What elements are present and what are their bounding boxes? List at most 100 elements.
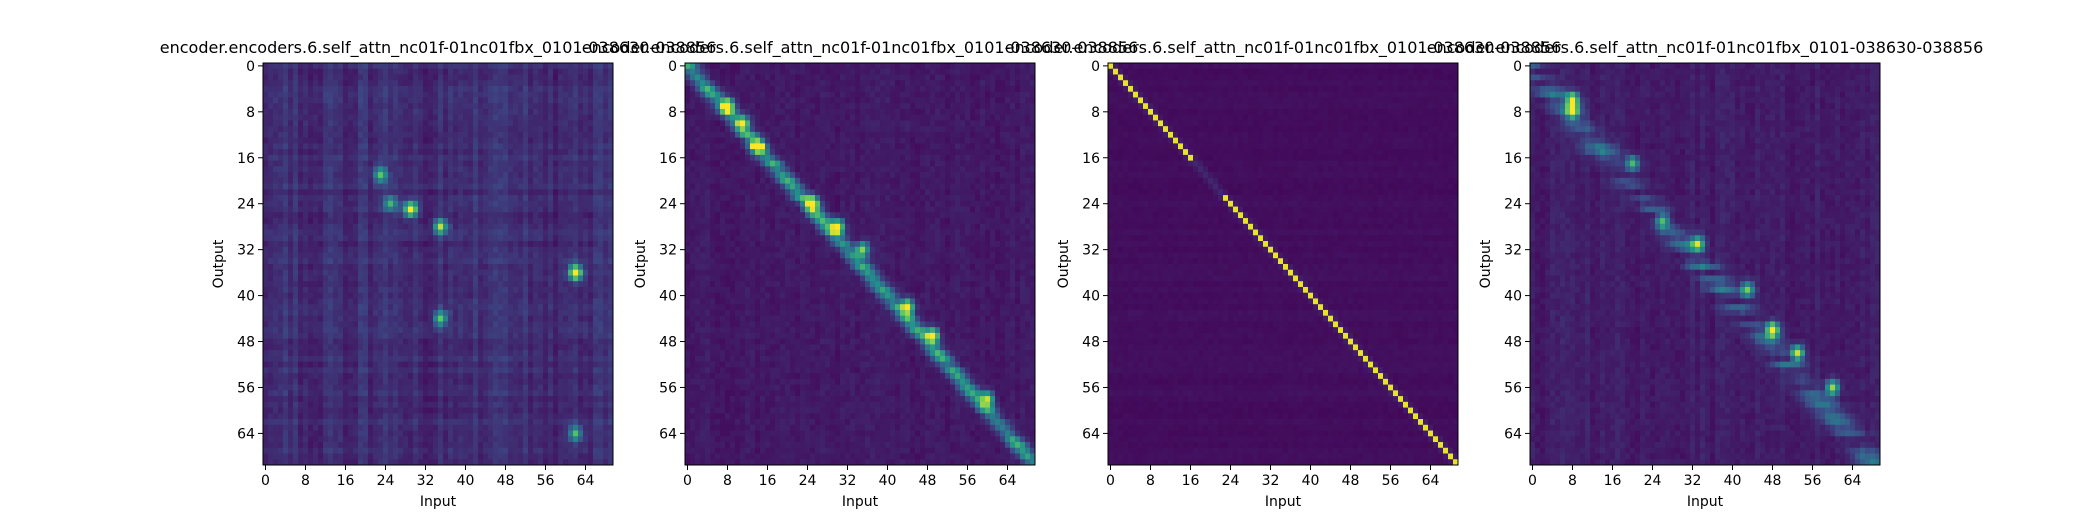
heatmap-cell <box>478 206 484 213</box>
heatmap-cell <box>393 154 399 162</box>
heatmap-cell <box>563 189 569 196</box>
heatmap-cell <box>513 97 519 104</box>
heatmap-cell <box>323 350 329 357</box>
heatmap-cell <box>473 68 479 75</box>
heatmap-cell <box>558 332 564 340</box>
heatmap-cell <box>528 350 534 357</box>
heatmap-cell <box>278 229 284 236</box>
heatmap-cell <box>448 298 454 305</box>
heatmap-cell <box>443 413 449 420</box>
heatmap-cell <box>263 269 269 276</box>
heatmap-cell <box>278 108 284 116</box>
heatmap-cell <box>463 137 469 144</box>
heatmap-cell <box>493 338 499 345</box>
heatmap-cell <box>443 419 449 426</box>
heatmap-cell <box>268 126 274 133</box>
heatmap-cell <box>423 126 429 133</box>
heatmap-cell <box>428 97 434 104</box>
heatmap-cell <box>548 120 554 127</box>
heatmap-cell <box>378 103 384 110</box>
heatmap-cell <box>273 177 279 184</box>
heatmap-cell <box>293 390 299 397</box>
heatmap-cell <box>498 338 504 345</box>
heatmap-cell <box>268 103 274 110</box>
heatmap-cell <box>303 63 309 70</box>
heatmap-cell <box>383 252 389 259</box>
heatmap-cell <box>373 413 379 420</box>
heatmap-cell <box>263 241 269 248</box>
heatmap-cell <box>593 447 599 454</box>
heatmap-cell <box>573 177 579 184</box>
heatmap-cell <box>573 195 579 202</box>
heatmap-cell <box>498 235 504 242</box>
heatmap-cell <box>433 131 439 139</box>
heatmap-cell <box>338 195 344 202</box>
heatmap-cell <box>413 160 419 167</box>
heatmap-cell <box>483 401 489 408</box>
heatmap-cell <box>453 206 459 213</box>
heatmap-cell <box>283 344 289 351</box>
heatmap-cell <box>508 442 514 449</box>
heatmap-cell <box>598 390 604 397</box>
heatmap-cell <box>548 200 554 207</box>
heatmap-cell <box>313 235 319 242</box>
heatmap-cell <box>458 275 464 282</box>
heatmap-cell <box>468 126 474 133</box>
heatmap-cell <box>383 120 389 127</box>
heatmap-cell <box>368 384 374 391</box>
heatmap-cell <box>448 436 454 443</box>
heatmap-cell <box>543 447 549 454</box>
heatmap-cell <box>413 74 419 81</box>
heatmap-cell <box>463 447 469 454</box>
heatmap-cell <box>443 390 449 397</box>
heatmap-cell <box>443 131 449 139</box>
heatmap-cell <box>313 390 319 397</box>
heatmap-cell <box>478 218 484 225</box>
heatmap-cell <box>368 189 374 196</box>
heatmap-cell <box>513 131 519 139</box>
heatmap-cell <box>578 160 584 167</box>
heatmap-cell <box>313 447 319 454</box>
heatmap-cell <box>368 430 374 437</box>
heatmap-cell <box>393 200 399 207</box>
heatmap-cell <box>608 166 614 173</box>
heatmap-cell <box>578 430 584 437</box>
heatmap-cell <box>428 430 434 437</box>
heatmap-cell <box>448 154 454 162</box>
heatmap-cell <box>463 126 469 133</box>
heatmap-cell <box>438 309 444 317</box>
heatmap-cell <box>548 459 554 466</box>
heatmap-cell <box>353 63 359 70</box>
heatmap-cell <box>303 275 309 282</box>
heatmap-cell <box>780 63 786 70</box>
heatmap-cell <box>383 235 389 242</box>
heatmap-cell <box>393 103 399 110</box>
heatmap-cell <box>603 103 609 110</box>
heatmap-cell <box>533 424 539 431</box>
heatmap-cell <box>348 131 354 139</box>
heatmap-cell <box>523 120 529 127</box>
heatmap-cell <box>368 378 374 385</box>
heatmap-cell <box>608 350 614 357</box>
heatmap-cell <box>598 68 604 75</box>
heatmap-cell <box>393 108 399 116</box>
heatmap-cell <box>493 108 499 116</box>
heatmap-cell <box>398 269 404 276</box>
heatmap-cell <box>438 218 444 225</box>
heatmap-cell <box>418 91 424 98</box>
heatmap-cell <box>553 355 559 363</box>
heatmap-cell <box>528 286 534 294</box>
heatmap-cell <box>293 137 299 144</box>
heatmap-cell <box>538 304 544 311</box>
heatmap-cell <box>598 97 604 104</box>
heatmap-cell <box>493 177 499 184</box>
heatmap-cell <box>498 327 504 334</box>
heatmap-cell <box>563 344 569 351</box>
heatmap-cell <box>378 459 384 466</box>
heatmap-cell <box>268 275 274 282</box>
heatmap-cell <box>328 304 334 311</box>
heatmap-cell <box>553 436 559 443</box>
heatmap-cell <box>283 373 289 380</box>
heatmap-cell <box>333 292 339 299</box>
heatmap-cell <box>428 269 434 276</box>
